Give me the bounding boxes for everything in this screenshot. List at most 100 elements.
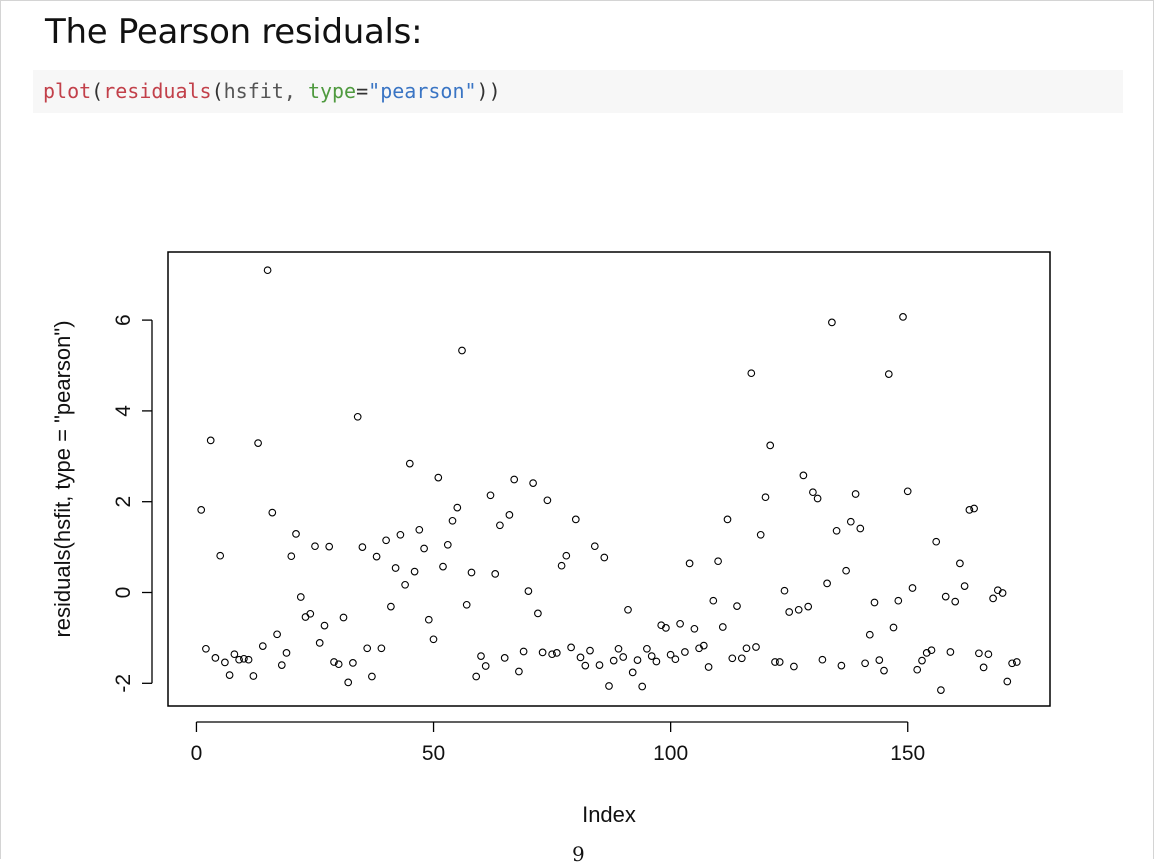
data-point — [311, 542, 319, 551]
data-point — [965, 506, 974, 514]
data-point — [956, 559, 964, 568]
data-point — [567, 643, 575, 652]
data-point — [733, 602, 741, 610]
data-point — [884, 370, 893, 378]
data-point — [790, 662, 798, 671]
data-point — [951, 597, 960, 606]
data-point — [899, 313, 907, 321]
y-axis: -2 0 2 4 6 — [112, 314, 153, 693]
code-block: plot(residuals(hsfit, type="pearson")) — [33, 70, 1123, 113]
data-point — [813, 494, 822, 503]
data-point — [439, 562, 447, 571]
data-point — [263, 266, 272, 275]
data-point — [315, 639, 324, 647]
data-point — [401, 580, 409, 589]
data-point — [761, 493, 770, 502]
data-point — [875, 656, 884, 664]
data-point — [510, 475, 519, 484]
data-point — [358, 543, 367, 551]
data-point — [529, 479, 537, 487]
code-function-residuals: residuals — [103, 79, 212, 103]
data-point — [851, 490, 860, 498]
data-point — [818, 655, 827, 664]
data-point — [448, 516, 457, 525]
data-point — [941, 592, 950, 601]
data-point — [676, 619, 684, 628]
data-point — [538, 648, 547, 657]
y-axis-label: residuals(hsfit, type = "pearson") — [50, 320, 75, 637]
data-point — [586, 646, 594, 655]
data-point — [690, 624, 699, 633]
data-point — [534, 609, 542, 618]
code-keyword: type — [307, 79, 357, 103]
data-point — [202, 644, 210, 653]
data-point — [372, 552, 381, 561]
data-point — [429, 635, 438, 644]
plot-area-frame — [167, 251, 1051, 707]
data-point — [903, 487, 912, 496]
data-point — [685, 559, 694, 568]
data-point — [434, 473, 443, 482]
data-point — [273, 630, 281, 639]
data-point — [856, 524, 865, 533]
data-point — [382, 536, 390, 545]
data-point — [467, 568, 476, 577]
data-point — [505, 511, 514, 519]
data-point — [638, 682, 647, 691]
data-point — [809, 488, 817, 497]
data-point — [391, 564, 400, 572]
data-point — [325, 542, 334, 551]
data-point — [861, 659, 869, 668]
data-point — [458, 346, 466, 355]
data-point — [894, 596, 903, 605]
data-point — [235, 655, 243, 664]
data-point — [282, 649, 291, 657]
data-point — [1003, 677, 1012, 686]
data-point — [462, 600, 471, 609]
data-point — [709, 596, 718, 605]
data-point — [756, 530, 765, 539]
data-point — [714, 557, 722, 566]
data-point — [410, 567, 419, 576]
data-point — [581, 661, 590, 670]
data-point — [557, 561, 566, 570]
data-point — [330, 658, 338, 666]
data-point — [652, 657, 661, 666]
x-tick-label: 150 — [890, 742, 925, 765]
data-point — [614, 644, 623, 653]
data-point — [277, 661, 286, 669]
data-point — [932, 537, 941, 546]
data-point — [998, 589, 1007, 597]
data-point — [334, 660, 343, 669]
data-point — [562, 551, 571, 560]
code-function-plot: plot — [43, 79, 92, 103]
data-point — [619, 653, 628, 661]
data-point — [292, 530, 300, 538]
data-point — [794, 605, 803, 614]
data-point — [258, 642, 267, 650]
data-point — [552, 649, 561, 657]
y-tick-label: 6 — [112, 314, 135, 326]
data-point — [837, 661, 846, 670]
data-point — [865, 630, 874, 639]
data-point — [647, 652, 656, 660]
data-point — [230, 650, 239, 659]
data-point — [405, 459, 414, 468]
data-point — [344, 678, 353, 687]
data-point — [221, 658, 229, 667]
data-point — [211, 654, 220, 662]
data-point — [624, 605, 632, 614]
data-point — [453, 503, 462, 512]
data-point — [785, 608, 794, 616]
data-point — [609, 656, 618, 665]
data-point — [913, 665, 922, 674]
code-paren-close: )) — [476, 79, 501, 103]
data-point — [870, 598, 879, 607]
data-point — [780, 586, 789, 595]
data-point — [643, 644, 651, 653]
data-point — [576, 653, 585, 662]
data-point — [396, 530, 405, 539]
data-point — [424, 615, 433, 624]
